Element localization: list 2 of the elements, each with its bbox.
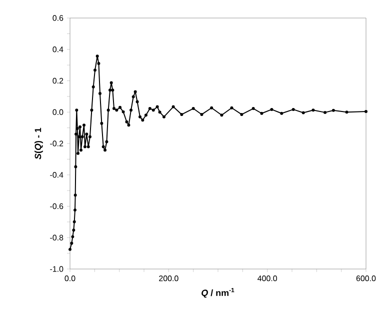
y-axis-title: S(Q) - 1 xyxy=(34,128,43,160)
x-axis-title: Q / nm$^{-1}$ xyxy=(202,288,234,298)
